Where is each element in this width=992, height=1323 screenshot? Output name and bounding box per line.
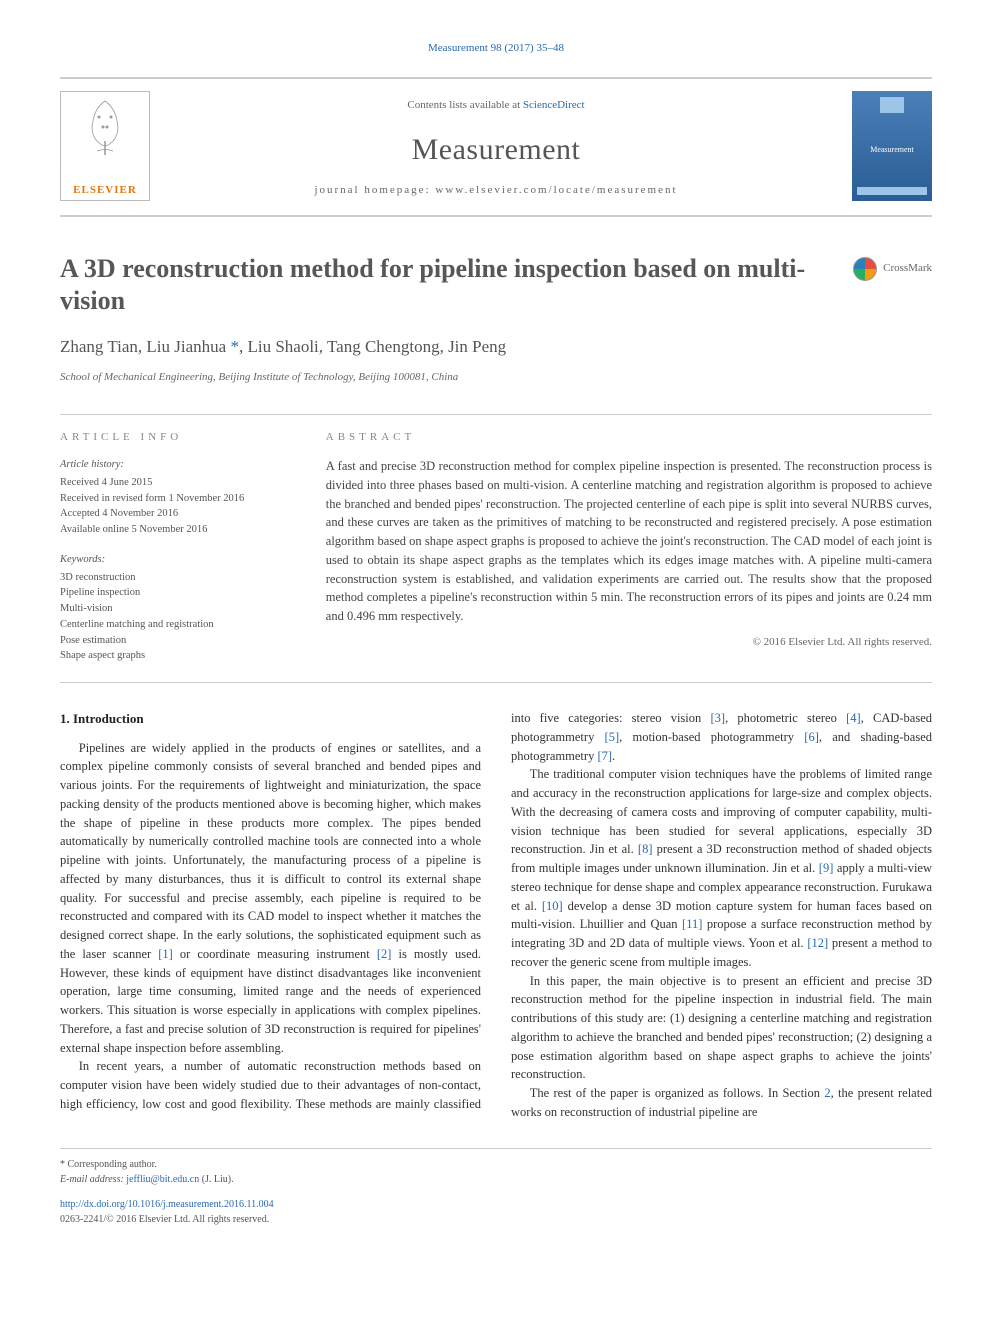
- journal-homepage-line: journal homepage: www.elsevier.com/locat…: [60, 182, 932, 199]
- homepage-url[interactable]: www.elsevier.com/locate/measurement: [435, 184, 677, 196]
- corresponding-author-note: * Corresponding author.: [60, 1157, 932, 1172]
- ref-link-9[interactable]: [9]: [819, 861, 834, 875]
- ref-link-7[interactable]: [7]: [597, 749, 612, 763]
- history-online: Available online 5 November 2016: [60, 522, 296, 538]
- abstract-heading: ABSTRACT: [326, 429, 932, 446]
- journal-cover-thumbnail[interactable]: Measurement: [852, 91, 932, 201]
- body-paragraph: The traditional computer vision techniqu…: [511, 765, 932, 971]
- homepage-prefix: journal homepage:: [314, 184, 435, 196]
- article-meta-section: ARTICLE INFO Article history: Received 4…: [60, 414, 932, 684]
- ref-link-12[interactable]: [12]: [807, 936, 828, 950]
- article-title: A 3D reconstruction method for pipeline …: [60, 253, 932, 318]
- history-accepted: Accepted 4 November 2016: [60, 506, 296, 522]
- ref-link-10[interactable]: [10]: [542, 899, 563, 913]
- body-paragraph: The rest of the paper is organized as fo…: [511, 1084, 932, 1122]
- keyword: Multi-vision: [60, 601, 296, 617]
- contents-prefix: Contents lists available at: [407, 99, 522, 111]
- publisher-logo[interactable]: ELSEVIER: [60, 91, 150, 201]
- cover-flag-icon: [880, 97, 904, 113]
- ref-link-3[interactable]: [3]: [710, 711, 725, 725]
- article-history-label: Article history:: [60, 457, 296, 473]
- keyword: Shape aspect graphs: [60, 648, 296, 664]
- tree-icon: [75, 93, 135, 178]
- section-1-heading: 1. Introduction: [60, 709, 481, 729]
- ref-link-4[interactable]: [4]: [846, 711, 861, 725]
- ref-link-2[interactable]: [2]: [377, 947, 392, 961]
- email-suffix: (J. Liu).: [199, 1174, 233, 1185]
- ref-link-1[interactable]: [1]: [158, 947, 173, 961]
- abstract-text: A fast and precise 3D reconstruction met…: [326, 457, 932, 626]
- affiliation: School of Mechanical Engineering, Beijin…: [60, 369, 932, 386]
- journal-name: Measurement: [60, 127, 932, 172]
- abstract-copyright: © 2016 Elsevier Ltd. All rights reserved…: [326, 634, 932, 651]
- cover-decorative-bar: [857, 187, 927, 195]
- header-center: Contents lists available at ScienceDirec…: [60, 91, 932, 199]
- email-line: E-mail address: jeffliu@bit.edu.cn (J. L…: [60, 1172, 932, 1187]
- keyword: Pipeline inspection: [60, 585, 296, 601]
- contents-available-line: Contents lists available at ScienceDirec…: [60, 97, 932, 114]
- keywords-label: Keywords:: [60, 552, 296, 568]
- history-revised: Received in revised form 1 November 2016: [60, 491, 296, 507]
- keyword: Pose estimation: [60, 633, 296, 649]
- publisher-name: ELSEVIER: [73, 182, 137, 199]
- title-section: A 3D reconstruction method for pipeline …: [60, 253, 932, 386]
- body-paragraph: In this paper, the main objective is to …: [511, 972, 932, 1085]
- cover-title: Measurement: [870, 144, 914, 156]
- keyword: Centerline matching and registration: [60, 617, 296, 633]
- crossmark-badge[interactable]: CrossMark: [853, 257, 932, 281]
- history-received: Received 4 June 2015: [60, 475, 296, 491]
- ref-link-8[interactable]: [8]: [638, 842, 653, 856]
- email-link[interactable]: jeffliu@bit.edu.cn: [126, 1174, 199, 1185]
- abstract-column: ABSTRACT A fast and precise 3D reconstru…: [326, 429, 932, 665]
- issn-copyright-line: 0263-2241/© 2016 Elsevier Ltd. All right…: [60, 1212, 932, 1227]
- crossmark-icon: [853, 257, 877, 281]
- authors-line: Zhang Tian, Liu Jianhua *, Liu Shaoli, T…: [60, 334, 932, 360]
- sciencedirect-link[interactable]: ScienceDirect: [523, 99, 585, 111]
- keyword: 3D reconstruction: [60, 570, 296, 586]
- keywords-list: 3D reconstruction Pipeline inspection Mu…: [60, 570, 296, 665]
- crossmark-label: CrossMark: [883, 260, 932, 277]
- email-label: E-mail address:: [60, 1174, 126, 1185]
- top-citation[interactable]: Measurement 98 (2017) 35–48: [60, 40, 932, 57]
- doi-link[interactable]: http://dx.doi.org/10.1016/j.measurement.…: [60, 1199, 274, 1210]
- article-history-list: Received 4 June 2015 Received in revised…: [60, 475, 296, 538]
- article-info-heading: ARTICLE INFO: [60, 429, 296, 446]
- body-paragraph: Pipelines are widely applied in the prod…: [60, 739, 481, 1058]
- article-body: 1. Introduction Pipelines are widely app…: [60, 709, 932, 1122]
- ref-link-11[interactable]: [11]: [682, 917, 702, 931]
- footer-notes: * Corresponding author. E-mail address: …: [60, 1148, 932, 1227]
- article-info-column: ARTICLE INFO Article history: Received 4…: [60, 429, 296, 665]
- doi-block: http://dx.doi.org/10.1016/j.measurement.…: [60, 1197, 932, 1227]
- ref-link-5[interactable]: [5]: [605, 730, 620, 744]
- ref-link-6[interactable]: [6]: [804, 730, 819, 744]
- journal-header: ELSEVIER Contents lists available at Sci…: [60, 77, 932, 217]
